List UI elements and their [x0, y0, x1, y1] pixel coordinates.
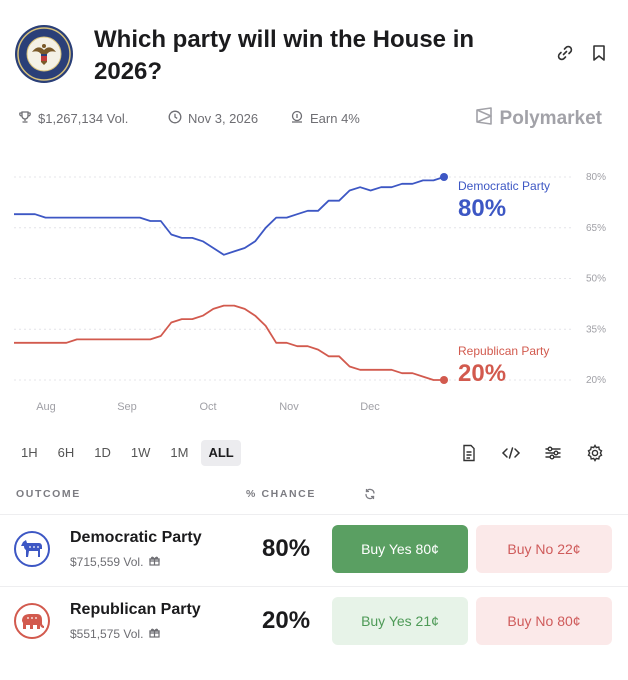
x-tick-label: Oct — [199, 401, 216, 413]
market-meta: $1,267,134 Vol. Nov 3, 2026 Earn 4% Poly… — [18, 106, 608, 132]
chart-tools — [458, 442, 606, 464]
volume-text: $1,267,134 Vol. — [38, 111, 129, 126]
series-current-value: 80% — [458, 195, 506, 222]
trophy-icon — [18, 110, 32, 127]
bookmark-icon[interactable] — [588, 42, 610, 64]
x-tick-label: Dec — [360, 401, 380, 413]
series-name-label: Republican Party — [458, 344, 549, 358]
timeframe-selector: 1H 6H 1D 1W 1M ALL — [14, 440, 241, 466]
end-date-text: Nov 3, 2026 — [188, 111, 259, 126]
outcome-volume-text: $715,559 Vol. — [70, 555, 144, 569]
timeframe-1m[interactable]: 1M — [170, 445, 189, 460]
earn-stat[interactable]: Earn 4% — [290, 110, 360, 127]
gift-icon — [149, 555, 161, 569]
buy-yes-button[interactable]: Buy Yes 21¢ — [332, 597, 468, 645]
market-header: Which party will win the House in 2026? — [12, 20, 616, 90]
y-tick-label: 50% — [586, 274, 606, 285]
outcome-name: Democratic Party — [70, 529, 202, 546]
link-icon[interactable] — [554, 42, 576, 64]
outcome-volume: $715,559 Vol. — [70, 555, 161, 569]
timeframe-1d[interactable]: 1D — [94, 445, 111, 460]
y-tick-label: 35% — [586, 324, 606, 335]
embed-code-icon[interactable] — [500, 442, 522, 464]
outcome-chance: 20% — [262, 607, 311, 634]
probability-chart[interactable]: 80% 65% 50% 35% 20% Aug Sep Oct Nov Dec Democratic… — [0, 160, 628, 425]
y-tick-label: 80% — [586, 172, 606, 183]
market-title: Which party will win the House in 2026? — [94, 26, 475, 85]
elephant-icon — [14, 603, 50, 639]
buy-yes-button[interactable]: Buy Yes 80¢ — [332, 525, 468, 573]
buy-no-button[interactable]: Buy No 80¢ — [476, 597, 612, 645]
outcome-name: Republican Party — [70, 601, 201, 618]
brand-name: Polymarket — [499, 108, 602, 129]
y-tick-label: 65% — [586, 223, 606, 234]
timeframe-6h[interactable]: 6H — [57, 445, 75, 460]
series-end-point-1 — [440, 376, 448, 384]
outcome-column-header: OUTCOME — [16, 488, 81, 500]
x-tick-label: Nov — [279, 401, 299, 413]
donkey-icon — [14, 531, 50, 567]
series-line-0 — [14, 176, 445, 256]
chart-canvas: 80% 65% 50% 35% 20% Aug Sep Oct Nov Dec Democratic… — [14, 172, 606, 413]
x-tick-label: Aug — [36, 401, 56, 413]
chance-column-header: % CHANCE — [246, 488, 316, 500]
timeframe-1h[interactable]: 1H — [21, 445, 38, 460]
timeframe-1w[interactable]: 1W — [130, 445, 151, 460]
earn-text: Earn 4% — [310, 111, 360, 126]
clock-icon — [168, 110, 182, 127]
buy-no-button[interactable]: Buy No 22¢ — [476, 525, 612, 573]
refresh-icon[interactable] — [364, 487, 376, 505]
gift-icon — [149, 627, 161, 641]
outcome-volume: $551,575 Vol. — [70, 627, 161, 641]
outcome-volume-text: $551,575 Vol. — [70, 627, 144, 641]
outcome-row-republican[interactable]: Republican Party $551,575 Vol. 20% Buy Y… — [0, 586, 628, 656]
timeframe-all[interactable]: ALL — [201, 440, 241, 466]
sliders-icon[interactable] — [542, 442, 564, 464]
house-seal-logo — [14, 24, 74, 84]
coin-icon — [290, 110, 304, 127]
outcome-row-democratic[interactable]: Democratic Party $715,559 Vol. 80% Buy Y… — [0, 514, 628, 584]
polymarket-logo-icon — [474, 106, 494, 132]
outcome-chance: 80% — [262, 535, 311, 562]
series-line-1 — [14, 304, 444, 381]
series-current-value: 20% — [458, 360, 506, 387]
settings-gear-icon[interactable] — [584, 442, 606, 464]
series-end-point-0 — [440, 173, 448, 181]
y-tick-label: 20% — [586, 375, 606, 386]
series-name-label: Democratic Party — [458, 179, 550, 193]
polymarket-brand[interactable]: Polymarket — [474, 106, 602, 132]
end-date-stat: Nov 3, 2026 — [168, 110, 258, 127]
x-tick-label: Sep — [117, 401, 137, 413]
volume-stat: $1,267,134 Vol. — [18, 110, 128, 127]
document-icon[interactable] — [458, 442, 480, 464]
